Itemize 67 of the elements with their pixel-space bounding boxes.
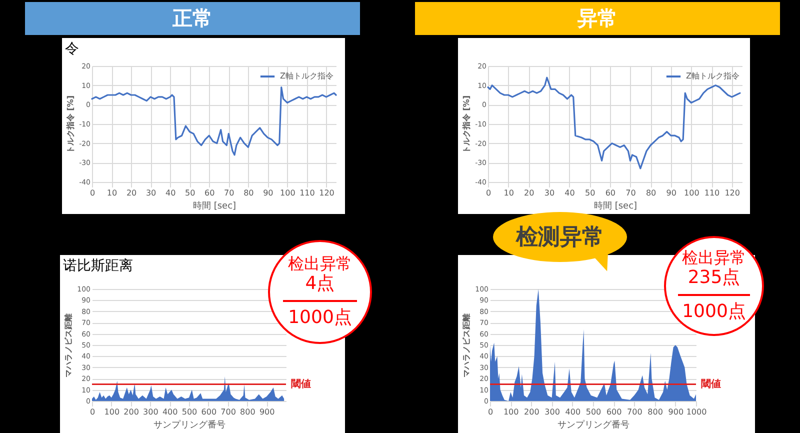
legend-label: Z軸トルク指令: [686, 72, 740, 80]
x-tick-label: 200: [524, 408, 540, 416]
x-tick-label: 70: [224, 188, 234, 198]
x-tick-label: 100: [684, 188, 700, 198]
x-tick-label: 20: [524, 188, 534, 198]
x-tick-label: 900: [259, 408, 275, 416]
text: 1000点: [288, 307, 352, 329]
text: 诺比斯距离: [63, 257, 133, 275]
x-tick-label: 100: [280, 188, 296, 198]
x-tick-label: 600: [201, 408, 217, 416]
chart-title: 异常: [415, 2, 780, 35]
x-tick-label: 30: [146, 188, 156, 198]
x-tick-label: 60: [204, 188, 215, 198]
x-tick-label: 40: [165, 188, 176, 198]
y-axis-title: トルク指令 [%]: [462, 95, 472, 154]
text: 检出异常: [682, 248, 746, 268]
x-tick-label: 110: [300, 188, 315, 198]
ref-line-label: 閾値: [701, 378, 721, 390]
x-tick-label: 30: [544, 188, 555, 198]
x-tick-label: 400: [162, 408, 178, 416]
x-tick-label: 70: [626, 188, 636, 198]
x-tick-label: 600: [606, 408, 622, 416]
x-tick-label: 50: [185, 188, 196, 198]
text: 检出异常: [288, 254, 352, 274]
x-tick-label: 10: [504, 188, 514, 198]
x-tick-label: 1000: [686, 408, 707, 416]
text: 令: [65, 40, 79, 58]
x-tick-label: 500: [586, 408, 602, 416]
x-tick-label: 200: [124, 408, 139, 416]
annotation: 1000点: [682, 301, 746, 323]
x-axis-title: サンプリング番号: [154, 420, 226, 430]
x-tick-label: 800: [240, 408, 256, 416]
legend-label: Z軸トルク指令: [280, 72, 334, 80]
x-tick-label: 700: [627, 408, 642, 416]
x-tick-label: 80: [244, 188, 254, 198]
x-tick-label: 500: [182, 408, 198, 416]
x-tick-label: 100: [503, 408, 519, 416]
y-axis-title: マハラノビス距離: [64, 314, 74, 378]
line-series: [91, 86, 337, 156]
x-tick-label: 60: [605, 188, 616, 198]
x-tick-label: 300: [544, 408, 560, 416]
y-axis-title: トルク指令 [%]: [66, 95, 76, 154]
x-tick-label: 400: [565, 408, 581, 416]
x-tick-label: 110: [704, 188, 720, 198]
x-axis-title: サンプリング番号: [558, 420, 630, 430]
ref-line-label: 閾値: [291, 378, 311, 390]
text: 检测异常: [493, 212, 627, 262]
x-axis-title: 時間 [sec]: [594, 200, 638, 212]
x-tick-label: 900: [668, 408, 684, 416]
text: 4点: [305, 272, 335, 294]
x-tick-label: 120: [724, 188, 740, 198]
x-tick-label: 10: [106, 188, 118, 198]
x-tick-label: 100: [104, 408, 120, 416]
text: 235点: [688, 266, 740, 288]
x-tick-label: 300: [143, 408, 158, 416]
x-tick-label: 50: [585, 188, 596, 198]
x-tick-label: 700: [220, 408, 236, 416]
x-tick-label: 20: [126, 188, 137, 198]
x-tick-label: 90: [666, 188, 676, 198]
x-axis-title: 時間 [sec]: [192, 200, 236, 212]
x-tick-label: 800: [648, 408, 663, 416]
chart-title: 正常: [25, 2, 360, 35]
x-tick-label: 120: [319, 188, 334, 198]
x-tick-label: 40: [564, 188, 575, 198]
x-tick-label: 90: [263, 188, 274, 198]
y-axis-title: マハラノビス距離: [462, 314, 472, 378]
x-tick-label: 80: [646, 188, 656, 198]
